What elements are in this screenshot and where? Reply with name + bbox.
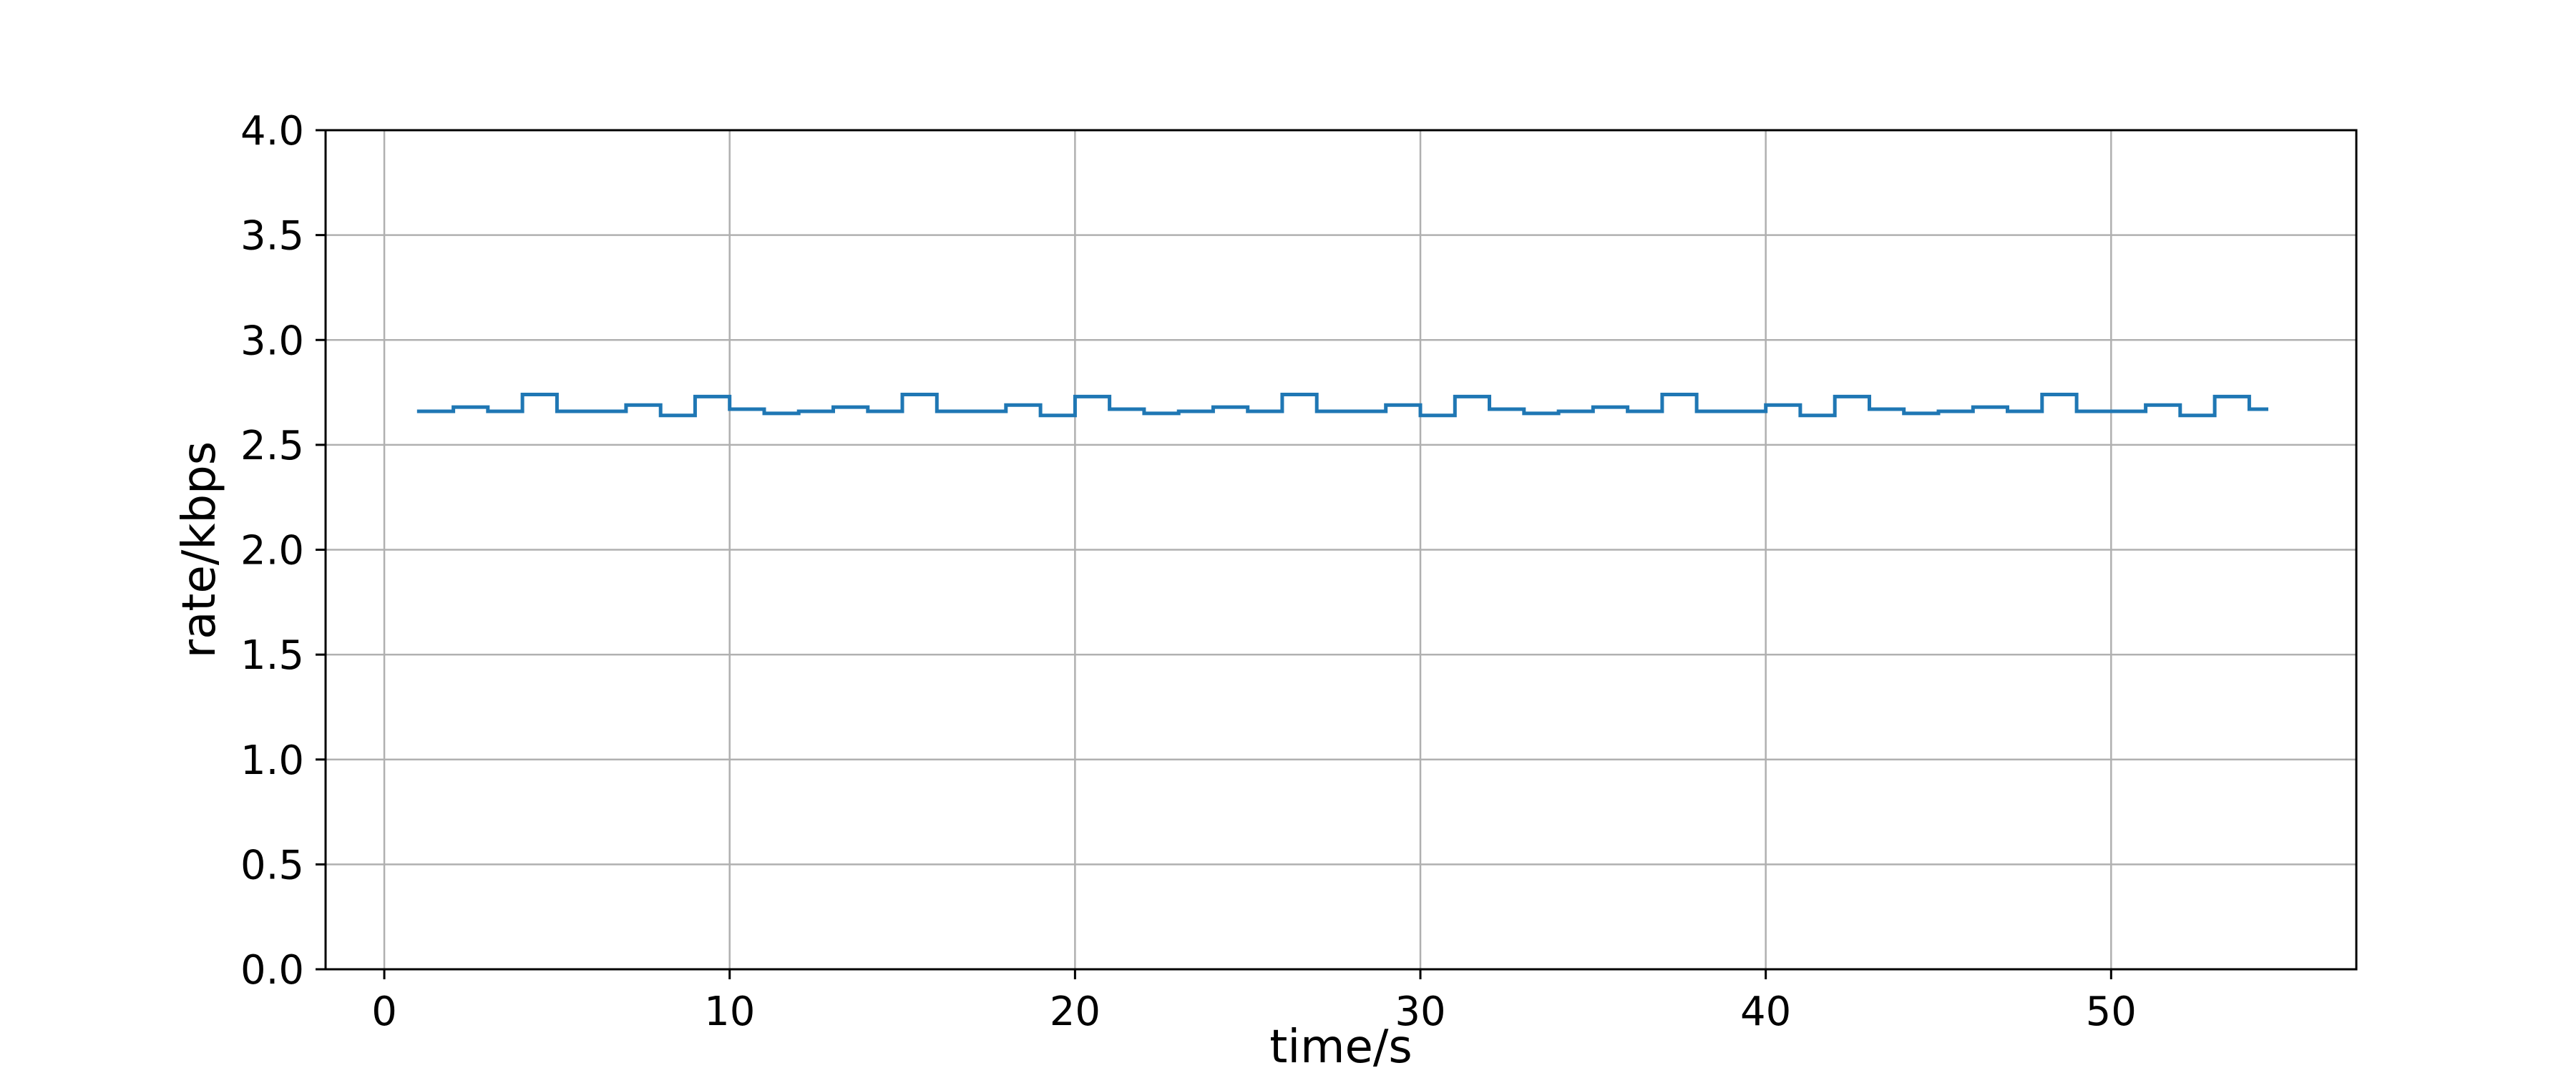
x-tick-label: 50	[2086, 989, 2137, 1035]
y-tick-label: 0.5	[240, 842, 304, 888]
y-tick-label: 1.0	[240, 738, 304, 784]
y-tick-label: 2.0	[240, 528, 304, 574]
x-tick-label: 20	[1050, 989, 1101, 1035]
y-tick-label: 3.0	[240, 318, 304, 364]
y-tick-label: 2.5	[240, 423, 304, 469]
x-tick-label: 30	[1395, 989, 1445, 1035]
grid-lines	[326, 129, 2356, 971]
rate-series-line	[416, 393, 2268, 418]
y-tick-label: 0.0	[240, 947, 304, 994]
y-axis-label: rate/kbps	[173, 441, 226, 658]
y-tick-label: 4.0	[240, 108, 304, 155]
x-axis-ticks: 0 10 20 30 40 50	[371, 969, 2137, 1035]
series-layer	[416, 393, 2268, 418]
y-axis-ticks: 0.0 0.5 1.0 1.5 2.0 2.5 3.0 3.5 4.0	[240, 108, 326, 994]
y-tick-label: 3.5	[240, 213, 304, 260]
y-tick-label: 1.5	[240, 632, 304, 679]
x-axis-label: time/s	[1269, 1021, 1413, 1073]
x-tick-label: 0	[371, 989, 397, 1035]
x-tick-label: 10	[704, 989, 755, 1035]
x-tick-label: 40	[1740, 989, 1791, 1035]
